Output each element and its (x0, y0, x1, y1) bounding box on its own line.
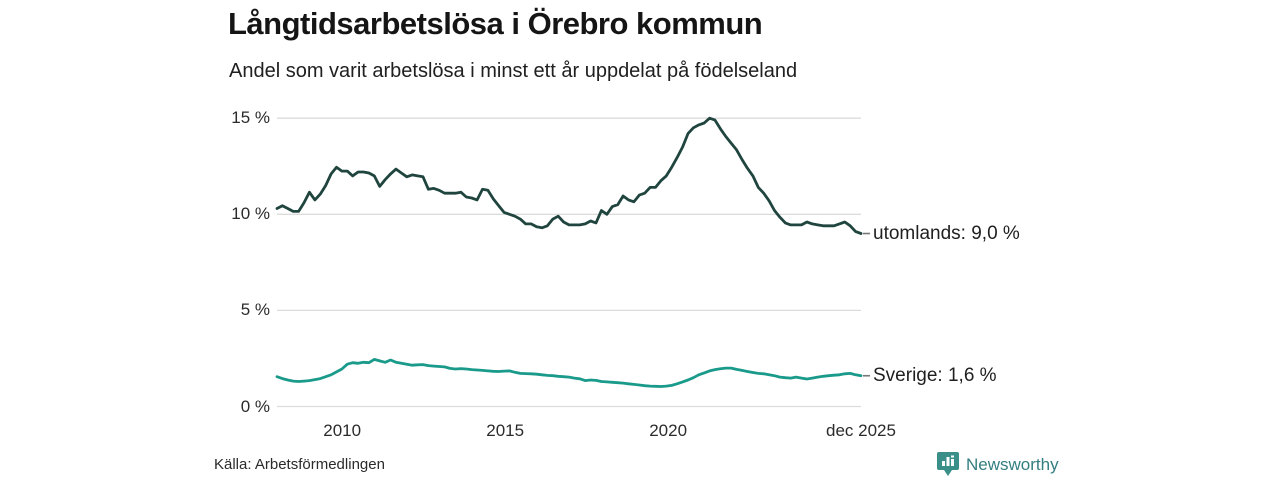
chart-subtitle: Andel som varit arbetslösa i minst ett å… (229, 60, 798, 82)
x-tick-label-2010: 2010 (323, 421, 362, 440)
series-end-label-Sverige: Sverige: 1,6 % (873, 364, 997, 386)
bar-chart-bubble-icon (937, 452, 959, 476)
y-tick-label-15: 15 % (231, 108, 270, 128)
newsworthy-wordmark: Newsworthy (966, 454, 1059, 474)
chart-title: Långtidsarbetslösa i Örebro kommun (228, 6, 763, 41)
y-tick-label-10: 10 % (231, 204, 270, 224)
series-line-Sverige (275, 357, 863, 388)
newsworthy-logo[interactable]: Newsworthy (937, 452, 1059, 477)
x-tick-label-2020: 2020 (649, 421, 688, 440)
series-end-label-utomlands: utomlands: 9,0 % (873, 222, 1020, 244)
x-tick-label-dec-2025: dec 2025 (826, 421, 896, 440)
source-note: Källa: Arbetsförmedlingen (214, 456, 385, 473)
y-tick-label-5: 5 % (240, 300, 270, 320)
y-tick-label-0: 0 % (240, 396, 270, 416)
series-line-utomlands (275, 116, 863, 235)
x-tick-label-2015: 2015 (486, 421, 525, 440)
